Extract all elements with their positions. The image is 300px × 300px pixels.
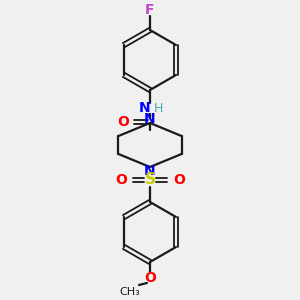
Text: O: O bbox=[173, 173, 185, 187]
Text: O: O bbox=[144, 271, 156, 285]
Text: N: N bbox=[144, 164, 156, 178]
Text: H: H bbox=[153, 101, 163, 115]
Text: CH₃: CH₃ bbox=[120, 287, 140, 297]
Text: O: O bbox=[115, 173, 127, 187]
Text: N: N bbox=[144, 112, 156, 126]
Text: O: O bbox=[117, 115, 129, 129]
Text: S: S bbox=[145, 172, 155, 188]
Text: N: N bbox=[139, 101, 151, 115]
Text: F: F bbox=[145, 3, 155, 17]
